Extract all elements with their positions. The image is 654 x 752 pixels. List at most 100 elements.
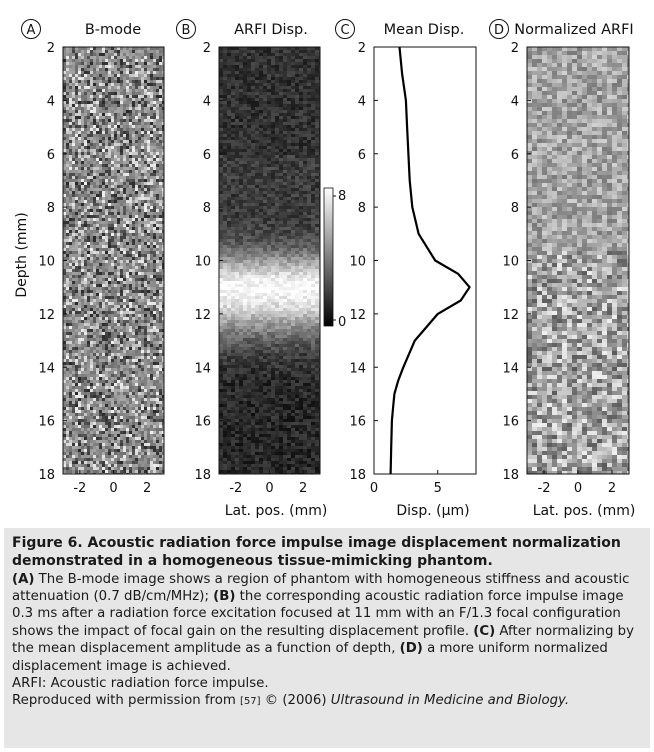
arfi-pixel (315, 50, 319, 53)
bmode-pixel (111, 449, 114, 452)
bmode-pixel (108, 152, 111, 155)
bmode-pixel (72, 380, 75, 383)
bmode-pixel (114, 404, 117, 407)
bmode-pixel (72, 437, 75, 440)
bmode-pixel (108, 281, 111, 284)
bmode-pixel (159, 248, 162, 251)
bmode-pixel (156, 50, 159, 53)
bmode-pixel (63, 251, 66, 254)
bmode-pixel (120, 266, 123, 269)
bmode-pixel (162, 320, 164, 323)
bmode-pixel (153, 431, 156, 434)
bmode-pixel (99, 53, 102, 56)
bmode-pixel (90, 233, 93, 236)
bmode-pixel (99, 155, 102, 158)
bmode-pixel (114, 101, 117, 104)
bmode-pixel (114, 260, 117, 263)
bmode-pixel (96, 218, 99, 221)
bmode-pixel (63, 311, 66, 314)
bmode-pixel (120, 86, 123, 89)
bmode-pixel (126, 407, 129, 410)
bmode-pixel (123, 317, 126, 320)
bmode-pixel (99, 143, 102, 146)
bmode-pixel (126, 449, 129, 452)
bmode-pixel (72, 431, 75, 434)
bmode-pixel (81, 287, 84, 290)
bmode-pixel (105, 86, 108, 89)
bmode-pixel (153, 293, 156, 296)
bmode-pixel (156, 446, 159, 449)
bmode-pixel (150, 137, 153, 140)
bmode-pixel (126, 266, 129, 269)
bmode-pixel (93, 452, 96, 455)
bmode-pixel (123, 254, 126, 257)
panel-b-title: ARFI Disp. (234, 22, 308, 38)
bmode-pixel (144, 242, 147, 245)
bmode-pixel (132, 221, 135, 224)
bmode-pixel (66, 200, 69, 203)
bmode-pixel (150, 422, 153, 425)
bmode-pixel (141, 113, 144, 116)
bmode-pixel (75, 170, 78, 173)
bmode-pixel (78, 152, 81, 155)
bmode-pixel (138, 353, 141, 356)
bmode-pixel (108, 374, 111, 377)
bmode-pixel (96, 290, 99, 293)
bmode-pixel (69, 191, 72, 194)
bmode-pixel (84, 230, 87, 233)
bmode-pixel (66, 395, 69, 398)
bmode-pixel (99, 170, 102, 173)
bmode-pixel (135, 134, 138, 137)
bmode-pixel (111, 371, 114, 374)
bmode-pixel (159, 77, 162, 80)
bmode-pixel (81, 353, 84, 356)
bmode-pixel (144, 104, 147, 107)
bmode-pixel (93, 272, 96, 275)
bmode-pixel (78, 137, 81, 140)
bmode-pixel (147, 440, 150, 443)
bmode-pixel (63, 92, 66, 95)
panel-a-ytick-label: 10 (38, 255, 55, 270)
bmode-pixel (147, 323, 150, 326)
bmode-pixel (69, 260, 72, 263)
bmode-pixel (159, 98, 162, 101)
bmode-pixel (84, 437, 87, 440)
bmode-pixel (120, 212, 123, 215)
bmode-pixel (81, 332, 84, 335)
bmode-pixel (66, 179, 69, 182)
bmode-pixel (141, 119, 144, 122)
bmode-pixel (66, 452, 69, 455)
bmode-pixel (132, 140, 135, 143)
bmode-pixel (111, 254, 114, 257)
bmode-pixel (141, 323, 144, 326)
bmode-pixel (84, 107, 87, 110)
bmode-pixel (150, 221, 153, 224)
bmode-pixel (96, 221, 99, 224)
bmode-pixel (123, 398, 126, 401)
panel-b-letter: B (182, 23, 191, 38)
bmode-pixel (90, 449, 93, 452)
bmode-pixel (63, 233, 66, 236)
bmode-pixel (159, 65, 162, 68)
bmode-pixel (147, 269, 150, 272)
bmode-pixel (81, 98, 84, 101)
bmode-pixel (90, 416, 93, 419)
bmode-pixel (150, 191, 153, 194)
bmode-pixel (123, 326, 126, 329)
bmode-pixel (75, 470, 78, 473)
arfi-pixel (231, 47, 235, 50)
bmode-pixel (147, 140, 150, 143)
bmode-pixel (69, 347, 72, 350)
bmode-pixel (108, 92, 111, 95)
bmode-pixel (147, 62, 150, 65)
bmode-pixel (147, 221, 150, 224)
bmode-pixel (147, 203, 150, 206)
bmode-pixel (93, 116, 96, 119)
bmode-pixel (96, 401, 99, 404)
bmode-pixel (144, 140, 147, 143)
bmode-pixel (99, 446, 102, 449)
bmode-pixel (153, 341, 156, 344)
bmode-pixel (72, 413, 75, 416)
bmode-pixel (162, 362, 164, 365)
bmode-pixel (99, 326, 102, 329)
